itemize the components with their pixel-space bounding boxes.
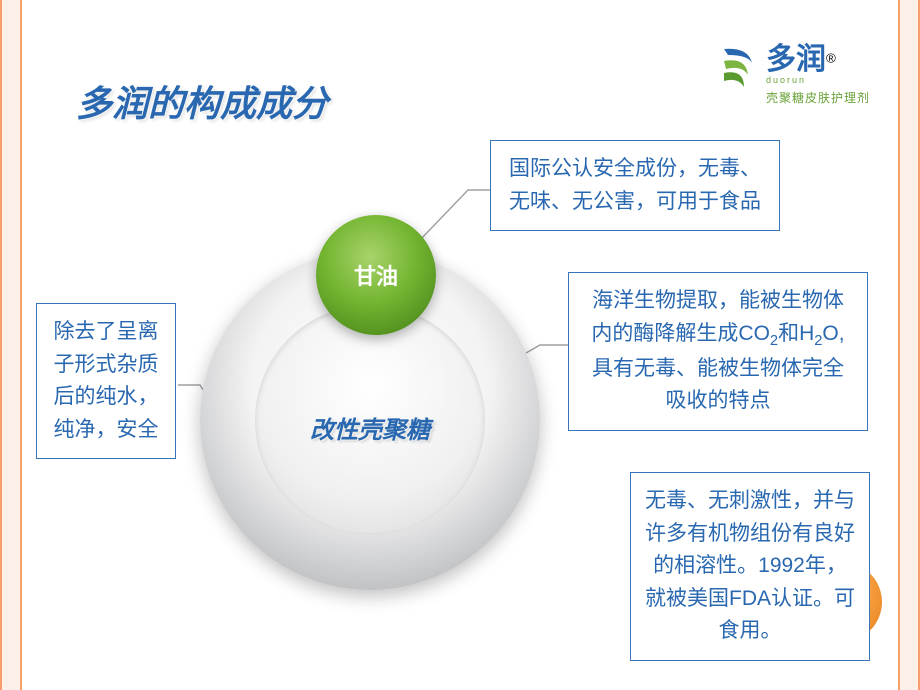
callout-mid: 海洋生物提取，能被生物体内的酶降解生成CO2和H2O,具有无毒、能被生物体完全吸… [568,272,868,431]
callout-bottom: 无毒、无刺激性，并与许多有机物组份有良好的相溶性。1992年，就被美国FDA认证… [630,472,870,661]
outer-circle-label: 改性壳聚糖 [200,410,540,445]
callout-left-text: 除去了呈离子形式杂质后的纯水，纯净，安全 [54,320,159,441]
callout-mid-text: 海洋生物提取，能被生物体内的酶降解生成CO2和H2O,具有无毒、能被生物体完全吸… [591,289,844,412]
slide-background: 多润的构成成分 多润® duorun 壳聚糖皮肤护理剂 改性壳聚糖 [0,0,920,690]
inner-circle-label: 甘油 [354,259,398,291]
inner-circle: 甘油 [316,215,436,335]
callout-top: 国际公认安全成份，无毒、无味、无公害，可用于食品 [490,140,780,231]
callout-bottom-text: 无毒、无刺激性，并与许多有机物组份有良好的相溶性。1992年，就被美国FDA认证… [645,489,855,642]
callout-left: 除去了呈离子形式杂质后的纯水，纯净，安全 [36,303,176,459]
callout-top-text: 国际公认安全成份，无毒、无味、无公害，可用于食品 [509,157,761,213]
